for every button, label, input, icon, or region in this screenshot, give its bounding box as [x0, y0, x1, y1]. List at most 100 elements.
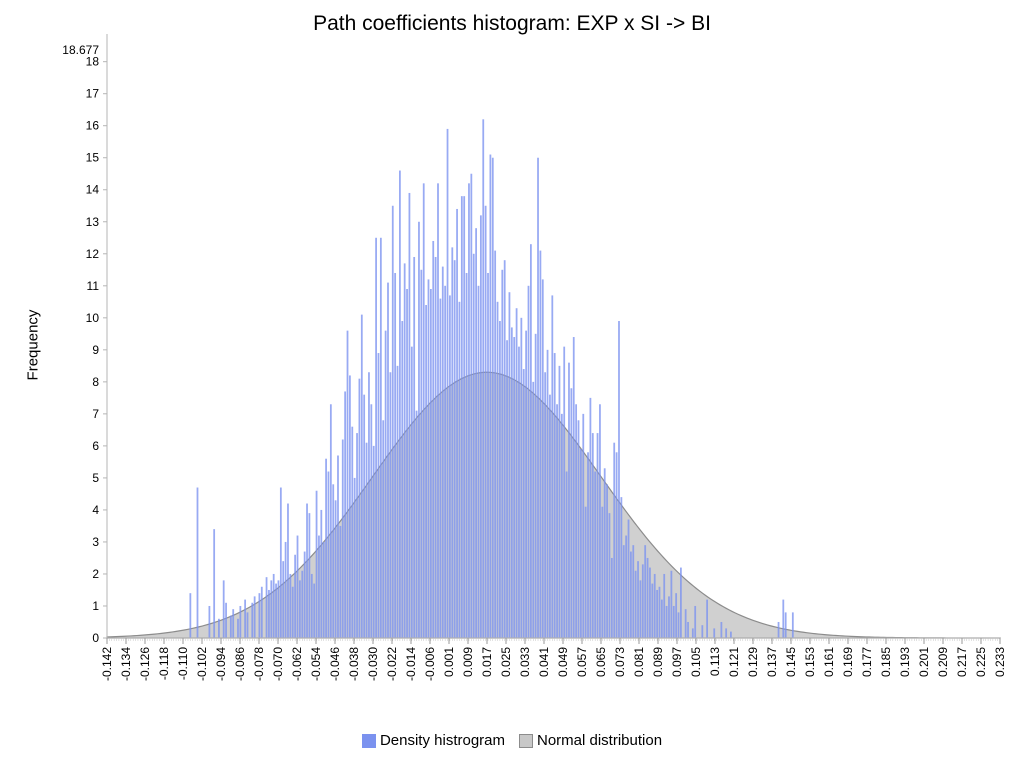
histogram-bar [465, 272, 468, 638]
histogram-bar [351, 426, 354, 638]
x-tick-label: 0.185 [879, 647, 893, 677]
histogram-bar [320, 509, 323, 638]
histogram-bar [594, 471, 597, 638]
histogram-bar [713, 628, 716, 638]
histogram-bar [439, 298, 442, 638]
histogram-bar [413, 256, 416, 638]
histogram-bar [660, 599, 663, 638]
histogram-bar [591, 433, 594, 638]
x-tick-label: -0.134 [119, 647, 133, 681]
histogram-bar [387, 282, 389, 638]
y-tick-label: 11 [87, 279, 100, 293]
histogram-bar [253, 596, 256, 638]
y-tick-label: 9 [92, 343, 99, 357]
histogram-bar [570, 388, 573, 638]
x-tick-label: 0.193 [898, 647, 912, 677]
histogram-bar [196, 487, 199, 638]
histogram-bar [487, 272, 489, 638]
histogram-bar [691, 628, 694, 638]
y-tick-label: 8 [92, 375, 99, 389]
histogram-bar [503, 260, 506, 638]
histogram-bar [563, 346, 566, 638]
histogram-bar [382, 420, 385, 638]
histogram-bars [189, 119, 794, 639]
x-tick-label: -0.030 [366, 647, 380, 681]
histogram-bar [565, 471, 568, 638]
legend-label-histogram: Density histrogram [379, 732, 505, 749]
histogram-bar [458, 301, 461, 638]
histogram-bar [449, 295, 451, 638]
histogram-bar [453, 260, 456, 638]
histogram-bar [489, 154, 492, 638]
histogram-bar [463, 196, 466, 638]
histogram-bar [620, 497, 623, 638]
x-tick-label: 0.009 [461, 647, 475, 677]
x-tick-label: 0.121 [727, 647, 741, 677]
histogram-bar [577, 420, 580, 638]
chart-title: Path coefficients histogram: EXP x SI ->… [313, 12, 711, 35]
y-tick-label: 16 [86, 119, 100, 133]
histogram-bar [651, 583, 654, 638]
histogram-bar [470, 173, 473, 639]
histogram-bar [268, 589, 270, 638]
histogram-bar [296, 535, 299, 638]
legend-item-normal[interactable]: Normal distribution [519, 732, 662, 749]
histogram-bar [329, 404, 332, 638]
histogram-bar [618, 321, 620, 638]
histogram-bar [520, 317, 523, 638]
legend-item-histogram[interactable]: Density histrogram [361, 732, 505, 749]
histogram-bar [394, 272, 397, 638]
histogram-bar [508, 292, 511, 638]
histogram-bar [258, 593, 261, 638]
axes: 012345678910111213141516171818.677-0.142… [62, 34, 1007, 681]
x-tick-label: 0.225 [974, 647, 988, 677]
histogram-bar [625, 535, 628, 638]
histogram-bar [239, 605, 242, 638]
histogram-bar [606, 484, 608, 638]
histogram-bar [556, 404, 558, 638]
histogram-bar [499, 321, 501, 638]
x-tick-label: 0.041 [537, 647, 551, 677]
histogram-bar [658, 586, 661, 638]
histogram-bar [315, 490, 318, 638]
histogram-bar [287, 503, 289, 638]
histogram-bar [725, 628, 728, 638]
x-tick-label: -0.054 [309, 647, 323, 681]
x-tick-label: 0.081 [632, 647, 646, 677]
histogram-bar [189, 593, 192, 638]
histogram-bar [420, 269, 423, 638]
histogram-bar [275, 583, 277, 638]
histogram-bar [377, 353, 380, 638]
histogram-bar [522, 369, 525, 638]
histogram-bar [677, 612, 680, 638]
histogram-bar [218, 618, 220, 638]
legend-swatch-histogram [361, 733, 376, 748]
legend: Density histrogram Normal distribution [0, 732, 1024, 749]
histogram-bar [544, 372, 547, 638]
histogram-bar [534, 333, 537, 638]
histogram-bar [496, 301, 499, 638]
histogram-bar [694, 605, 697, 638]
histogram-bar [706, 599, 708, 638]
histogram-bar [484, 205, 487, 638]
histogram-bar [422, 183, 425, 638]
histogram-bar [506, 340, 508, 638]
x-tick-label: -0.014 [404, 647, 418, 681]
histogram-bar [575, 404, 578, 638]
histogram-bar [282, 561, 285, 638]
x-tick-label: -0.070 [271, 647, 285, 681]
histogram-bar [551, 295, 554, 638]
histogram-bar [541, 279, 544, 638]
legend-label-normal: Normal distribution [537, 732, 663, 749]
x-tick-label: 0.233 [993, 647, 1007, 677]
histogram-bar [446, 128, 449, 638]
histogram-bar [313, 583, 316, 638]
x-tick-label: 0.017 [480, 647, 494, 677]
histogram-bar [401, 321, 404, 638]
histogram-bar [637, 561, 639, 638]
histogram-bar [213, 529, 216, 638]
histogram-bar [525, 330, 527, 638]
histogram-bar [334, 500, 337, 638]
histogram-bar [460, 196, 463, 638]
histogram-bar [246, 612, 249, 638]
